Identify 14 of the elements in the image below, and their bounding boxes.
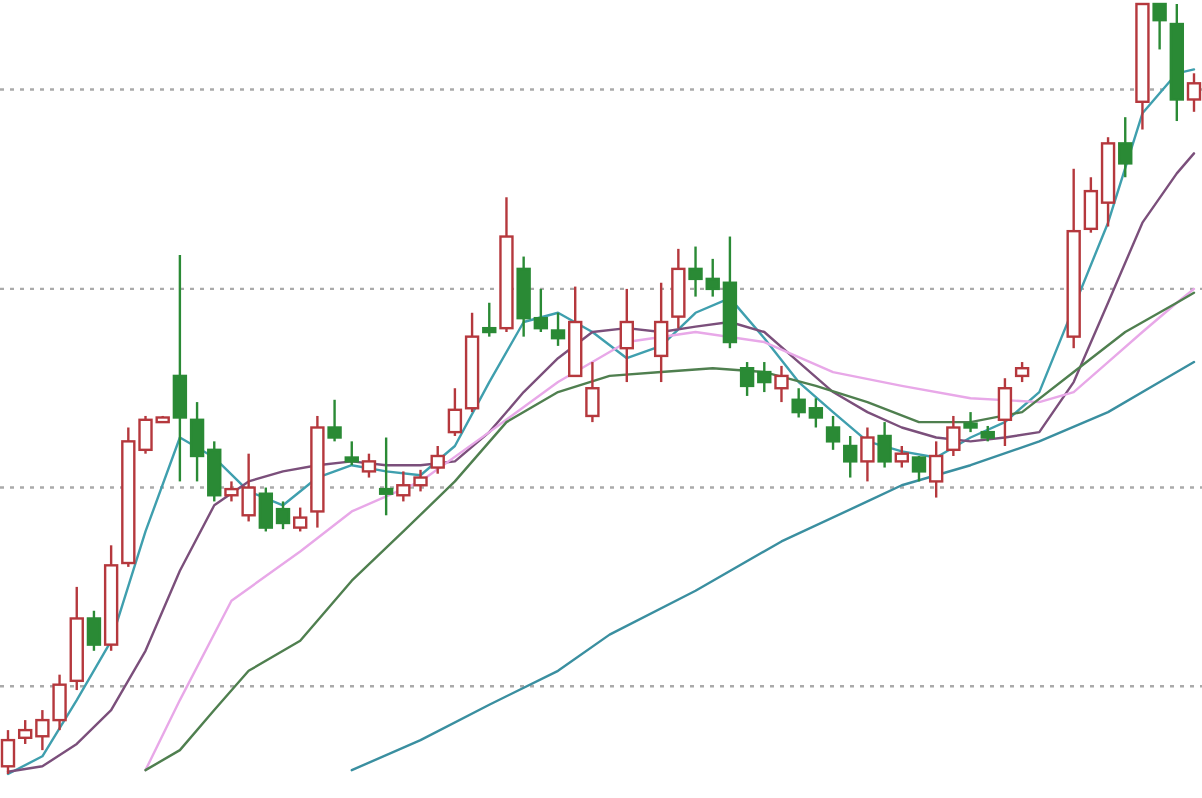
- candlestick: [1066, 167, 1081, 350]
- candlestick: [499, 196, 514, 334]
- candlestick: [1169, 2, 1185, 123]
- candlestick: [860, 426, 875, 483]
- candlestick: [877, 420, 892, 469]
- candlestick: [310, 414, 325, 529]
- candlestick: [585, 360, 600, 424]
- candlestick: [172, 253, 188, 483]
- candlestick: [774, 364, 789, 404]
- candlestick: [946, 414, 961, 458]
- candlestick: [378, 436, 394, 517]
- candlestick: [619, 287, 634, 384]
- candlestick: [671, 247, 686, 330]
- candlestick: [653, 281, 669, 384]
